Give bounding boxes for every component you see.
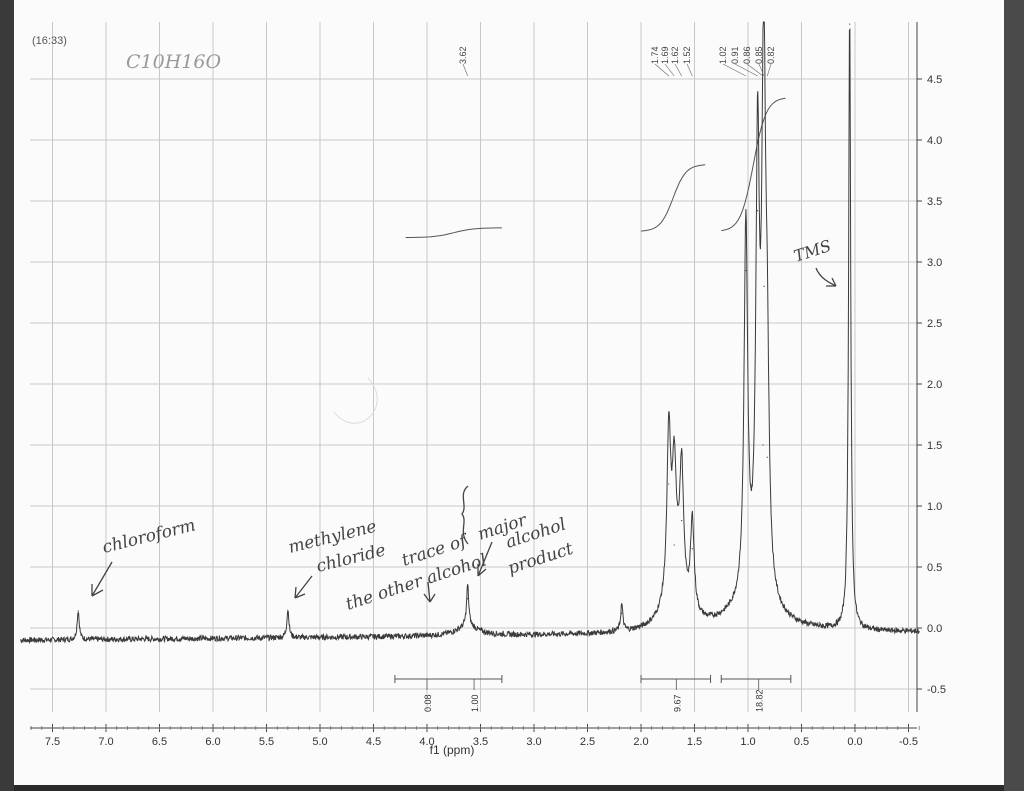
x-tick-label: 4.5	[366, 736, 381, 748]
integral-curve	[405, 227, 502, 238]
peak-label: 3.62	[458, 46, 468, 64]
x-tick-label: 7.0	[98, 736, 113, 748]
integration-value: 9.67	[672, 694, 682, 712]
peak-label-leader	[462, 63, 468, 77]
peak-label: 1.69	[660, 46, 670, 64]
y-tick-label: 4.5	[927, 74, 942, 86]
peak-point	[762, 444, 764, 446]
x-tick-label: 0.0	[847, 736, 862, 748]
peak-point	[668, 483, 670, 485]
peak-point	[691, 548, 693, 550]
peak-label: 0.82	[766, 46, 776, 64]
x-tick-label: 5.0	[312, 736, 327, 748]
faint-circle	[333, 377, 378, 424]
tms-note: TMS	[791, 236, 833, 266]
integration-value: 18.82	[755, 689, 765, 712]
paper-sheet	[14, 0, 1004, 785]
x-axis-label: f1 (ppm)	[430, 743, 475, 757]
x-tick-label: 7.5	[45, 736, 60, 748]
grid	[30, 22, 917, 712]
y-tick-label: 4.0	[927, 135, 942, 147]
peak-point	[287, 611, 289, 613]
x-tick-label: 5.5	[259, 736, 274, 748]
peak-point	[621, 612, 623, 614]
peak-label: 0.86	[742, 46, 752, 64]
peak-point	[757, 210, 759, 212]
peak-point	[745, 269, 747, 272]
peak-point	[673, 544, 675, 546]
timestamp: (16:33)	[32, 35, 67, 47]
y-tick-label: 2.5	[927, 318, 942, 330]
spectrum-trace	[20, 21, 920, 645]
y-tick-label: 1.5	[927, 440, 942, 452]
peak-label-leader	[722, 63, 746, 77]
peak-label: 1.52	[682, 46, 692, 64]
integration-value: 1.00	[470, 694, 480, 712]
formula-note: C10H16O	[126, 51, 221, 73]
x-tick-label: 2.0	[633, 736, 648, 748]
integral-curves	[405, 97, 786, 238]
integral-curve	[640, 164, 706, 232]
peak-point	[763, 285, 765, 287]
x-tick-label: 6.5	[152, 736, 167, 748]
axes: 7.5 7.0 6.5 6.0 5.5 5.0 4.5 4.0 3.5 3.0 2.5 2.0 1.5 1…	[30, 22, 946, 748]
peak-point	[467, 598, 469, 600]
x-tick-label: 3.5	[473, 736, 488, 748]
y-tick-label: -0.5	[927, 684, 946, 696]
peak-label-leader	[674, 63, 682, 77]
y-tick-label: 3.5	[927, 196, 942, 208]
x-tick-label: 0.5	[794, 736, 809, 748]
y-tick-label: 3.0	[927, 257, 942, 269]
x-tick-label: 4.0	[419, 736, 434, 748]
peak-label: 0.85	[754, 46, 764, 64]
y-tick-label: 0.0	[927, 623, 942, 635]
integration-marks: 0.08 1.00 9.67 18.82	[394, 675, 792, 712]
peak-label-leader	[686, 63, 693, 77]
y-tick-label: 1.0	[927, 501, 942, 513]
y-tick-label: 2.0	[927, 379, 942, 391]
methylene-arrow	[294, 575, 313, 599]
x-tick-label: 1.5	[687, 736, 702, 748]
peak-labels: 3.62 1.74 1.69 1.62 1.52 1.02 0.91 0.86 0.85 0.82	[458, 46, 776, 77]
chloroform-arrow	[91, 561, 113, 597]
peak-label: 1.02	[718, 46, 728, 64]
chloroform-note: chloroform	[100, 515, 197, 557]
integration-value: 0.08	[423, 694, 433, 712]
y-tick-label: 0.5	[927, 562, 942, 574]
peak-label: 1.62	[670, 46, 680, 64]
x-tick-label: 2.5	[580, 736, 595, 748]
plot-area	[20, 21, 920, 645]
scan-right-edge	[1004, 0, 1024, 791]
x-tick-label: -0.5	[899, 736, 918, 748]
x-tick-label: 1.0	[740, 736, 755, 748]
integral-curve	[721, 97, 786, 232]
peak-point	[849, 23, 851, 25]
trace-arrow	[423, 581, 436, 603]
peak-point	[681, 520, 683, 522]
peak-label: 0.91	[730, 46, 740, 64]
x-tick-label: 6.0	[205, 736, 220, 748]
peak-point	[77, 610, 79, 612]
peak-label-leader	[664, 63, 675, 77]
peak-label-leader	[734, 63, 758, 77]
peak-label-leader	[746, 63, 764, 77]
peak-label-leader	[766, 63, 772, 77]
peak-point	[766, 456, 768, 458]
tms-arrow	[815, 267, 837, 287]
x-tick-label: 3.0	[526, 736, 541, 748]
peak-label: 1.74	[650, 46, 660, 64]
handwritten-annotations: C10H16O chloroform methylene chloride tr…	[91, 51, 837, 615]
brace	[461, 485, 469, 545]
peak-label-leader	[758, 63, 765, 77]
major-arrow	[477, 541, 493, 577]
peak-label-leader	[654, 63, 670, 77]
scan-edge	[0, 0, 14, 791]
